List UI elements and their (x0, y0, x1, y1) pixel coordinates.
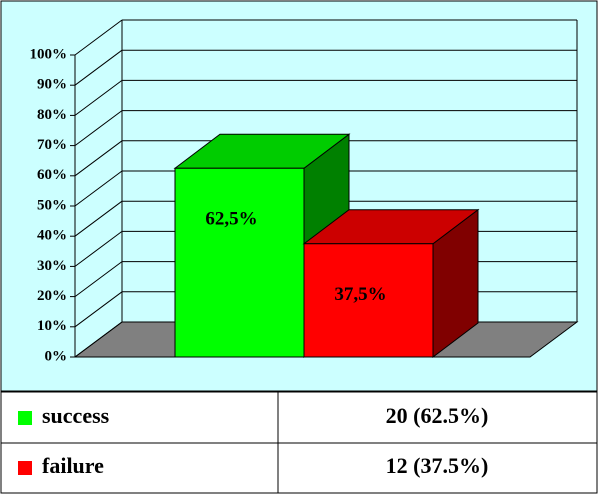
data-label: 62,5% (205, 209, 257, 230)
grid-line (74, 49, 123, 86)
bar (174, 167, 305, 358)
legend-swatch (18, 411, 32, 425)
y-tick-label: 0% (45, 348, 68, 364)
y-tick-label: 70% (37, 137, 67, 153)
grid-line (74, 170, 123, 207)
y-tick-label: 100% (30, 46, 68, 62)
y-tick-label: 60% (37, 167, 67, 183)
table-cell: 12 (37.5%) (386, 453, 489, 478)
y-tick-label: 40% (37, 228, 67, 244)
grid-line (74, 230, 123, 267)
y-tick-label: 20% (37, 288, 67, 304)
grid-line (74, 19, 123, 56)
grid-line (74, 261, 123, 298)
grid-line (74, 79, 123, 116)
data-label: 37,5% (334, 284, 386, 305)
y-tick-label: 10% (37, 318, 67, 334)
bar (303, 243, 434, 358)
legend-label: failure (42, 453, 104, 478)
grid-line (74, 200, 123, 237)
y-tick-label: 30% (37, 258, 67, 274)
y-tick-label: 80% (37, 107, 67, 123)
grid-line (74, 110, 123, 147)
table-cell: 20 (62.5%) (386, 403, 489, 428)
legend-label: success (42, 403, 110, 428)
y-tick-label: 50% (37, 197, 67, 213)
grid-line (74, 291, 123, 328)
grid-line (74, 321, 123, 358)
y-tick-label: 90% (37, 77, 67, 93)
legend-swatch (18, 461, 32, 475)
grid-line (74, 140, 123, 177)
